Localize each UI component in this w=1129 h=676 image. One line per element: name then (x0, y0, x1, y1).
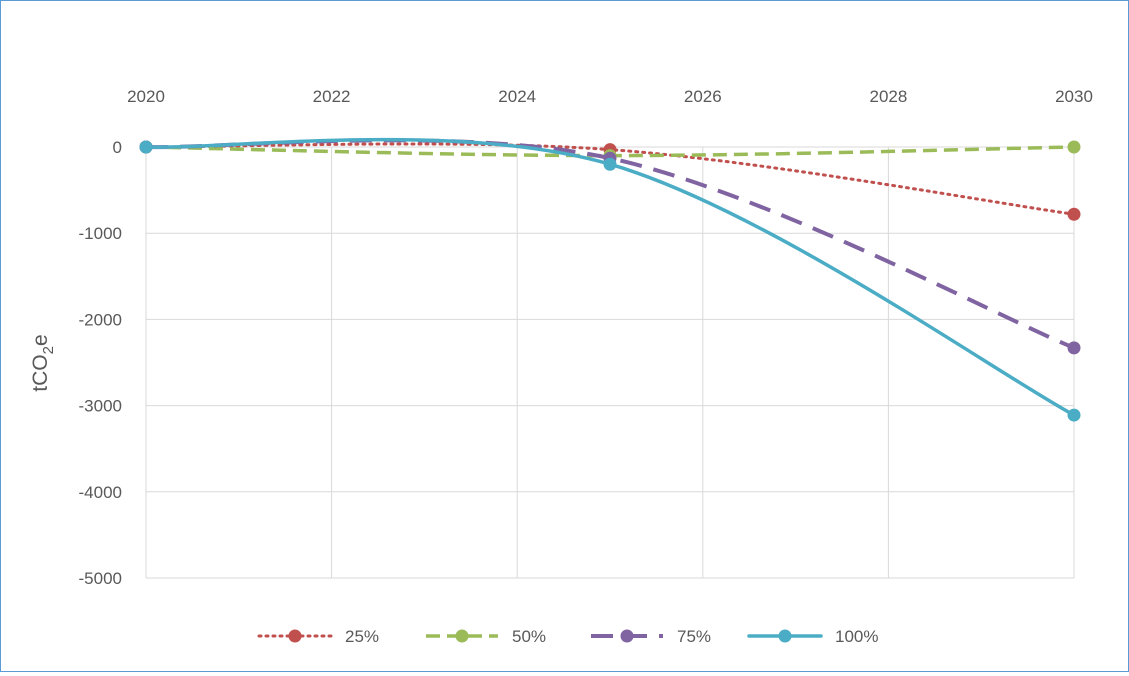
data-point (603, 157, 617, 171)
y-tick-label: -1000 (79, 224, 122, 243)
data-point (1067, 341, 1081, 355)
legend-label: 100% (835, 627, 878, 646)
legend: 25% 50% 75% 100% (257, 627, 878, 646)
series-4 (139, 137, 1081, 422)
legend-item: 75% (591, 627, 711, 646)
legend-marker (455, 629, 469, 643)
data-point (1067, 408, 1081, 422)
legend-item: 50% (426, 627, 546, 646)
legend-label: 50% (512, 627, 546, 646)
legend-marker (620, 629, 634, 643)
data-point (1067, 140, 1081, 154)
series-line (145, 138, 1075, 350)
data-point (1067, 207, 1081, 221)
y-tick-label: -5000 (79, 569, 122, 588)
x-tick-label: 2020 (127, 87, 165, 106)
data-point (139, 140, 153, 154)
y-tick-label: -4000 (79, 483, 122, 502)
x-tick-label: 2028 (869, 87, 907, 106)
legend-marker (778, 629, 792, 643)
series-line (144, 137, 1076, 417)
x-tick-label: 2026 (684, 87, 722, 106)
x-tick-label: 2022 (313, 87, 351, 106)
y-tick-label: -3000 (79, 397, 122, 416)
y-axis-title-suffix: e (29, 334, 52, 346)
series-lines (139, 137, 1081, 422)
y-axis-title-main: tCO (29, 354, 52, 391)
series-3 (139, 138, 1081, 355)
grid (145, 146, 1075, 579)
y-tick-labels: 0 -1000 -2000 -3000 -4000 -5000 (79, 138, 122, 588)
y-tick-label: 0 (113, 138, 122, 157)
y-axis-title-subscript: 2 (40, 346, 57, 354)
x-tick-label: 2030 (1055, 87, 1093, 106)
legend-item: 100% (747, 627, 878, 646)
legend-marker (288, 629, 302, 643)
x-tick-label: 2024 (498, 87, 536, 106)
y-tick-label: -2000 (79, 310, 122, 329)
legend-label: 25% (345, 627, 379, 646)
y-axis-title: tCO2e (29, 334, 57, 391)
legend-label: 75% (677, 627, 711, 646)
x-tick-labels: 2020 2022 2024 2026 2028 2030 (127, 87, 1093, 106)
legend-item: 25% (257, 627, 379, 646)
